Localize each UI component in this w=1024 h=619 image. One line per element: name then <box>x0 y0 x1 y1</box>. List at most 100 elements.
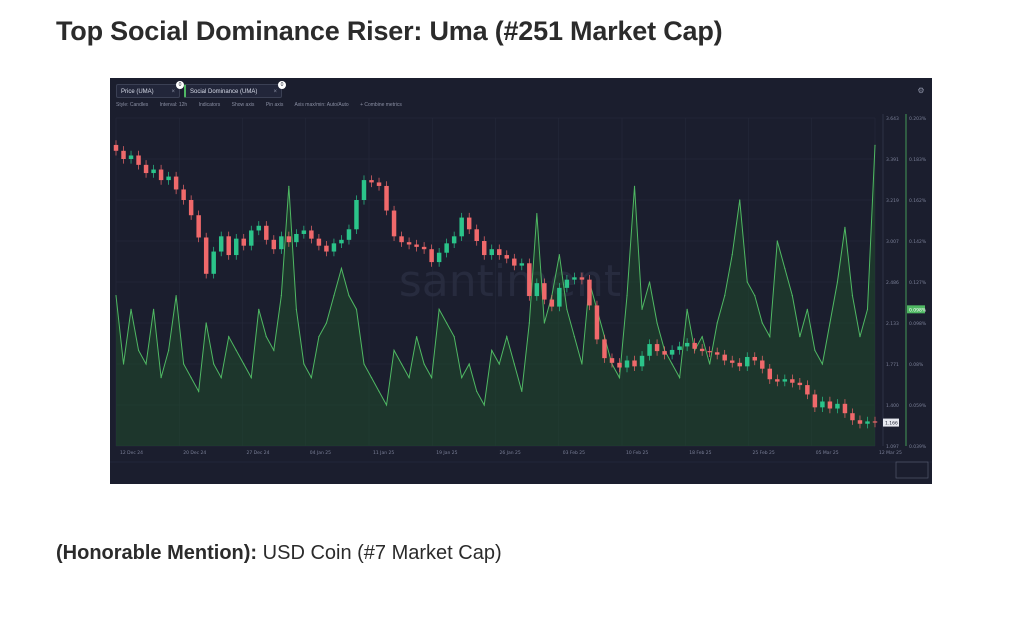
price-axis-tick: 2.133 <box>886 321 899 327</box>
social-point <box>378 390 380 392</box>
interval-dropdown[interactable]: Interval: 12h <box>159 102 188 108</box>
social-point <box>288 185 290 187</box>
social-point <box>679 377 681 379</box>
social-point <box>160 377 162 379</box>
candle <box>166 176 171 181</box>
candle <box>256 225 262 231</box>
x-axis-label: 27 Dec 24 <box>247 450 270 456</box>
x-axis-label: 18 Feb 25 <box>689 450 711 456</box>
social-point <box>190 377 192 379</box>
social-point <box>250 377 252 379</box>
candle <box>842 403 848 414</box>
social-point <box>491 349 493 351</box>
social-point <box>273 349 275 351</box>
candle <box>489 249 494 256</box>
candle <box>241 238 246 246</box>
social-current-value: 0.098% <box>909 307 927 313</box>
social-point <box>521 390 523 392</box>
tab-price-uma[interactable]: Price (UMA) × 0 <box>116 81 184 98</box>
social-point <box>724 295 726 297</box>
candle <box>369 180 374 183</box>
candle <box>399 236 404 243</box>
pin-axis-toggle[interactable]: Pin axis <box>265 102 284 108</box>
candle <box>264 225 269 240</box>
headline: Top Social Dominance Riser: Uma (#251 Ma… <box>56 16 723 46</box>
social-axis-tick: 0.183% <box>909 157 927 163</box>
close-icon[interactable]: × <box>171 89 175 95</box>
price-axis-tick: 1.400 <box>886 403 899 409</box>
tab-social-dominance[interactable]: Social Dominance (UMA) × 0 <box>184 81 286 98</box>
social-point <box>618 377 621 379</box>
social-point <box>513 363 515 365</box>
social-point <box>152 308 155 310</box>
x-axis-label: 12 Mar 25 <box>879 450 902 456</box>
candle <box>662 351 667 355</box>
social-point <box>370 377 373 379</box>
social-point <box>318 336 320 338</box>
candle <box>737 362 742 367</box>
candle <box>677 346 682 350</box>
candle <box>143 164 149 174</box>
candle <box>173 176 179 190</box>
show-axis-toggle[interactable]: Show axis <box>231 102 255 108</box>
social-point <box>784 267 786 269</box>
candle <box>279 236 284 250</box>
candle <box>617 362 622 368</box>
social-point <box>468 363 470 365</box>
candle <box>707 351 712 353</box>
honorable-mention-label: (Honorable Mention): <box>56 542 258 564</box>
navigator-handle[interactable] <box>895 461 929 479</box>
social-point <box>566 308 568 310</box>
candle <box>414 244 419 247</box>
candle <box>376 182 382 186</box>
candle <box>354 200 359 230</box>
social-point <box>446 322 448 324</box>
candle <box>542 283 547 300</box>
social-point <box>205 322 207 324</box>
candle <box>782 379 788 382</box>
x-axis-label: 10 Feb 25 <box>626 450 648 456</box>
x-axis-label: 04 Jan 25 <box>310 450 331 456</box>
price-current-value: 1.166 <box>885 421 898 427</box>
candle <box>549 299 555 307</box>
candle <box>519 263 525 266</box>
candle <box>872 421 878 423</box>
social-point <box>746 281 748 283</box>
x-axis-label: 26 Jan 25 <box>500 450 521 456</box>
candle <box>136 155 141 165</box>
social-point <box>168 349 170 351</box>
social-point <box>400 363 403 365</box>
candle <box>512 258 517 266</box>
social-axis-tick: 0.142% <box>909 239 927 245</box>
axis-max-min-control[interactable]: Axis max/min: Auto/Auto <box>294 102 349 108</box>
indicators-dropdown[interactable]: Indicators <box>198 102 221 108</box>
badge-icon: 0 <box>278 81 286 89</box>
style-dropdown[interactable]: Style: Candles <box>116 102 149 108</box>
candle <box>361 180 367 200</box>
candle <box>624 360 630 368</box>
chart-panel: Price (UMA) × 0 Social Dominance (UMA) ×… <box>110 78 932 484</box>
candle <box>820 401 825 408</box>
x-axis-label: 03 Feb 25 <box>563 450 585 456</box>
social-axis-tick: 0.039% <box>909 444 927 450</box>
candle <box>309 230 314 239</box>
candle <box>812 394 818 408</box>
settings-icon[interactable]: ⚙ <box>917 86 925 95</box>
social-point <box>776 240 778 242</box>
candle <box>474 229 479 241</box>
social-point <box>506 336 508 338</box>
candle <box>128 155 134 159</box>
candle <box>196 215 201 238</box>
candle <box>211 251 216 274</box>
candle <box>218 236 224 252</box>
social-point <box>558 254 560 256</box>
social-point <box>333 295 335 297</box>
candle <box>594 305 600 340</box>
candle <box>249 230 254 246</box>
social-point <box>806 308 808 310</box>
combine-metrics-button[interactable]: + Combine metrics <box>360 102 402 108</box>
social-point <box>648 281 651 283</box>
close-icon[interactable]: × <box>273 89 277 95</box>
social-point <box>769 336 771 338</box>
candle <box>436 252 442 263</box>
